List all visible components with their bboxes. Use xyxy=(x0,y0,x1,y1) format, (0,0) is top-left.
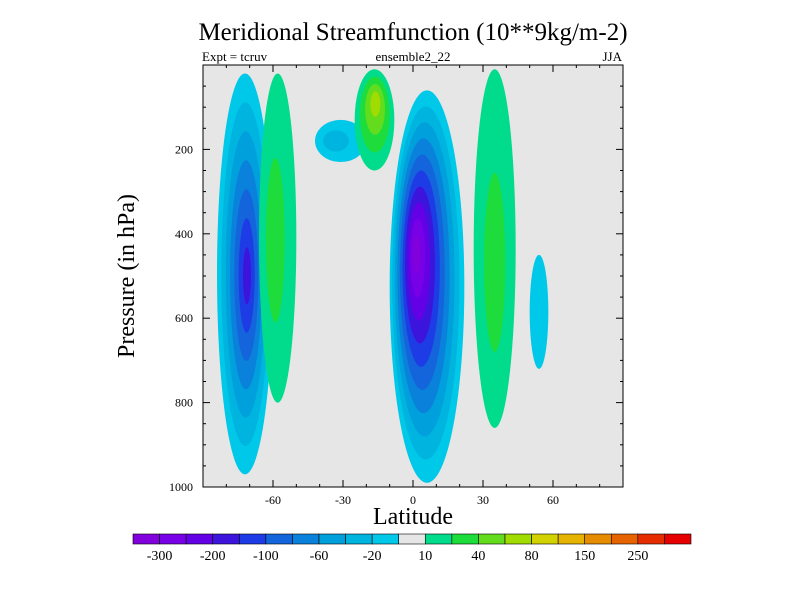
y-tick-label: 600 xyxy=(175,311,193,325)
x-tick-label: 60 xyxy=(547,493,559,507)
colorbar-swatch xyxy=(292,533,320,545)
colorbar-swatch xyxy=(424,533,453,545)
colorbar-swatch xyxy=(478,533,506,545)
colorbar-swatch xyxy=(318,533,346,545)
colorbar-swatch xyxy=(238,533,267,545)
colorbar-swatch xyxy=(664,533,692,545)
colorbar-label: -200 xyxy=(200,549,226,564)
colorbar-swatch xyxy=(610,533,639,545)
colorbar-label: -60 xyxy=(310,549,329,564)
contour-band-0-6 xyxy=(243,247,251,305)
colorbar-label: 10 xyxy=(418,549,432,564)
colorbar-swatch xyxy=(398,533,426,545)
contour-band-2-9 xyxy=(412,234,421,274)
colorbar-swatch xyxy=(584,533,612,545)
colorbar-label: 80 xyxy=(525,549,539,564)
subtitle-center: ensemble2_22 xyxy=(375,49,450,64)
y-tick-label: 200 xyxy=(175,142,193,156)
colorbar-swatch xyxy=(132,533,160,545)
y-tick-label: 400 xyxy=(175,227,193,241)
colorbar-swatch xyxy=(185,533,214,545)
x-axis-label: Latitude xyxy=(373,504,453,530)
colorbar-swatch xyxy=(451,533,479,545)
colorbar-label: -300 xyxy=(147,549,173,564)
contour-band-4-1 xyxy=(266,157,285,323)
colorbar-swatch xyxy=(345,533,373,545)
contour-band-3-3 xyxy=(370,91,381,117)
y-tick-label: 1000 xyxy=(169,480,193,494)
y-axis-label: Pressure (in hPa) xyxy=(114,194,140,358)
x-tick-label: -30 xyxy=(335,493,351,507)
contour-fills xyxy=(217,69,549,483)
y-tick-label: 800 xyxy=(175,396,193,410)
colorbar-swatch xyxy=(159,533,187,545)
colorbar-label: 150 xyxy=(574,549,595,564)
x-tick-label: 0 xyxy=(410,493,416,507)
subtitle-left: Expt = tcruv xyxy=(202,49,268,64)
contour-band-5-1 xyxy=(484,172,506,352)
colorbar-label: -100 xyxy=(253,549,279,564)
axis-ticks: -60 -30 0 30 60 200 400 600 800 1000 xyxy=(169,64,624,507)
subtitle-right: JJA xyxy=(602,49,622,64)
colorbar-swatch xyxy=(637,533,665,545)
colorbar-swatch xyxy=(212,533,240,545)
colorbar-swatch xyxy=(371,533,400,545)
plot-area: -60 -30 0 30 60 200 400 600 800 1000 xyxy=(169,64,624,507)
colorbar-swatch xyxy=(265,533,293,545)
contour-band-1-1 xyxy=(323,130,349,152)
chart-title: Meridional Streamfunction (10**9kg/m-2) xyxy=(198,19,627,46)
colorbar-swatch xyxy=(557,533,586,545)
x-tick-label: 30 xyxy=(477,493,489,507)
colorbar-label: 250 xyxy=(627,549,648,564)
contour-band-6-0 xyxy=(529,254,549,369)
colorbar-label: -20 xyxy=(363,549,382,564)
colorbar-swatch xyxy=(504,533,532,545)
x-tick-label: -60 xyxy=(265,493,281,507)
colorbar-swatch xyxy=(531,533,559,545)
colorbar: -300 -200 -100 -60 -20 10 40 80 150 250 xyxy=(132,533,692,564)
colorbar-label: 40 xyxy=(471,549,485,564)
